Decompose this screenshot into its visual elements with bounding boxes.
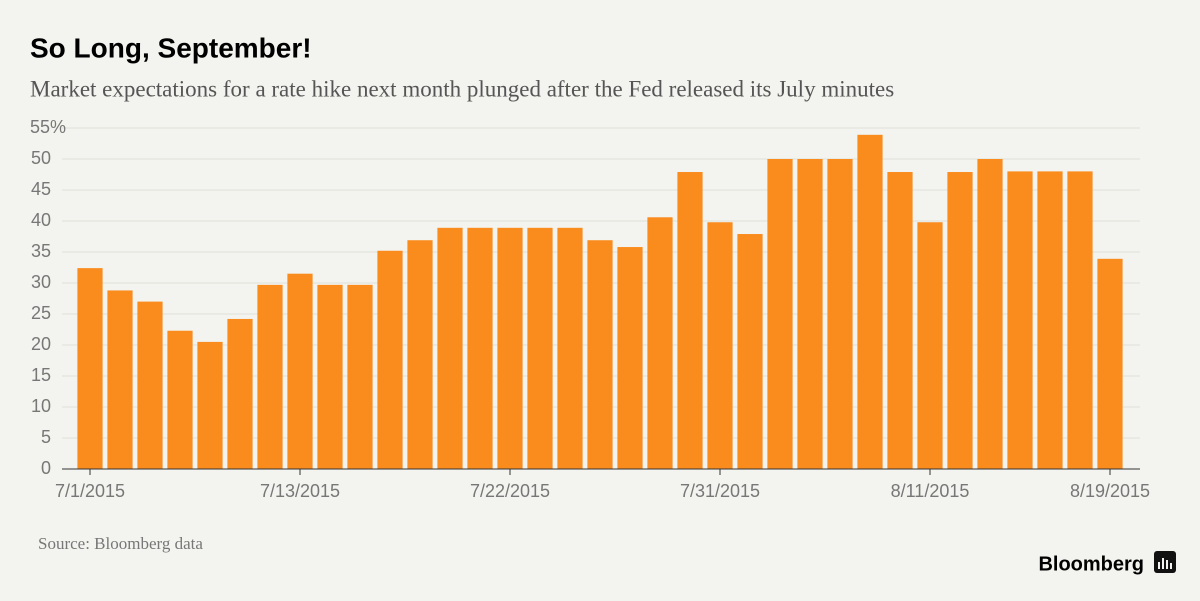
y-tick-label: 40 xyxy=(31,210,51,230)
bar xyxy=(1067,171,1093,469)
bar xyxy=(527,227,553,469)
bar xyxy=(467,227,493,469)
y-tick-label: 20 xyxy=(31,334,51,354)
x-tick-label: 7/22/2015 xyxy=(470,481,550,501)
y-tick-label: 25 xyxy=(31,303,51,323)
bar xyxy=(767,159,793,469)
chart-title: So Long, September! xyxy=(30,32,312,63)
y-tick-label: 15 xyxy=(31,365,51,385)
bar xyxy=(617,247,643,469)
y-tick-label: 35 xyxy=(31,241,51,261)
bar xyxy=(407,240,433,469)
y-tick-label: 55% xyxy=(30,117,66,137)
bar xyxy=(1007,171,1033,469)
bar xyxy=(587,240,613,469)
bar xyxy=(827,159,853,469)
bar xyxy=(797,159,823,469)
bar xyxy=(857,134,883,469)
bar xyxy=(557,227,583,469)
bar xyxy=(257,284,283,469)
bar xyxy=(107,290,133,469)
x-tick-label: 7/13/2015 xyxy=(260,481,340,501)
bar xyxy=(1097,258,1123,469)
bar xyxy=(437,227,463,469)
bar xyxy=(317,284,343,469)
y-tick-label: 10 xyxy=(31,396,51,416)
brand-icon xyxy=(1154,551,1176,573)
source: Source: Bloomberg data xyxy=(38,534,203,553)
y-tick-label: 50 xyxy=(31,148,51,168)
y-tick-label: 0 xyxy=(41,458,51,478)
y-tick-label: 5 xyxy=(41,427,51,447)
bar xyxy=(287,273,313,469)
bar xyxy=(677,172,703,469)
y-tick-label: 45 xyxy=(31,179,51,199)
bar xyxy=(197,341,223,469)
bar xyxy=(737,234,763,469)
x-tick-label: 8/19/2015 xyxy=(1070,481,1150,501)
chart-subtitle: Market expectations for a rate hike next… xyxy=(30,76,894,101)
bar xyxy=(377,250,403,469)
bar xyxy=(77,268,103,469)
bar xyxy=(887,172,913,469)
bar xyxy=(647,217,673,469)
bar xyxy=(977,159,1003,469)
brand-logo: Bloomberg xyxy=(1038,553,1144,575)
bar xyxy=(707,222,733,469)
x-tick-label: 7/1/2015 xyxy=(55,481,125,501)
bar xyxy=(1037,171,1063,469)
bar xyxy=(347,284,373,469)
x-tick-label: 7/31/2015 xyxy=(680,481,760,501)
bar xyxy=(137,301,163,469)
bar xyxy=(917,222,943,469)
bar xyxy=(497,227,523,469)
bar xyxy=(227,318,253,469)
x-tick-label: 8/11/2015 xyxy=(891,481,970,501)
bar xyxy=(167,330,193,469)
bar xyxy=(947,172,973,469)
y-tick-label: 30 xyxy=(31,272,51,292)
